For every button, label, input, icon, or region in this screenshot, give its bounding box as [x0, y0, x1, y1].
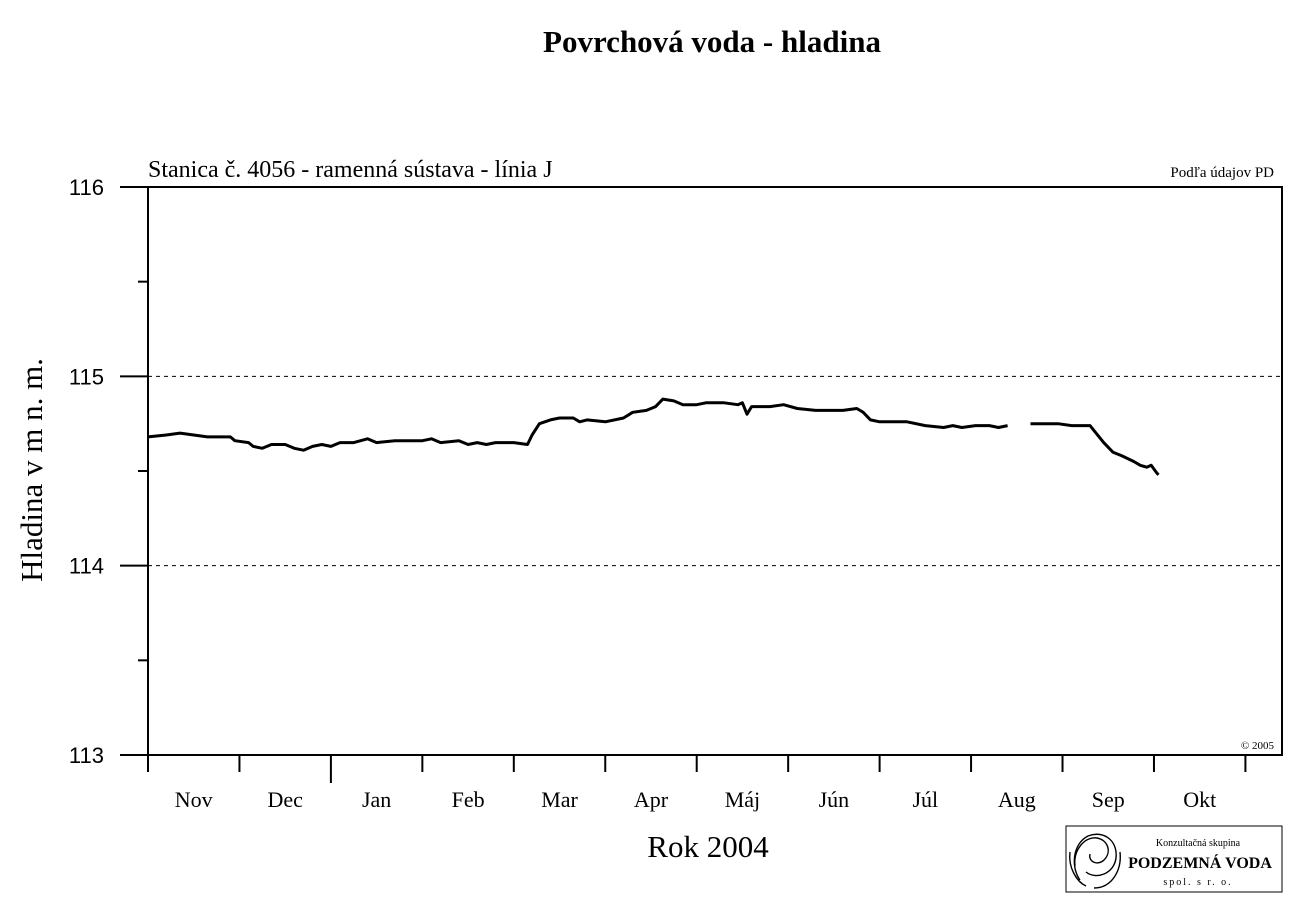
logo-spiral-icon — [1069, 833, 1121, 889]
plot-frame — [147, 186, 1283, 756]
x-tick-label: Dec — [267, 787, 303, 812]
y-tick-label: 116 — [69, 175, 104, 200]
x-tick-label: Apr — [634, 787, 669, 812]
x-tick-label: Feb — [452, 787, 485, 812]
y-tick-label: 115 — [69, 364, 104, 389]
x-tick-label: Mar — [541, 787, 578, 812]
x-tick-label: Júl — [912, 787, 938, 812]
x-tick-label: Jún — [819, 787, 850, 812]
copyright: © 2005 — [1241, 740, 1275, 752]
y-tick-label: 113 — [69, 743, 104, 768]
chart-subtitle: Stanica č. 4056 - ramenná sústava - líni… — [148, 157, 553, 183]
water-level-line — [1030, 422, 1160, 476]
x-tick-label: Sep — [1092, 787, 1125, 812]
source-note: Podľa údajov PD — [1170, 165, 1274, 181]
gridlines — [148, 375, 1282, 567]
logo-line-1: Konzultačná skupina — [1156, 838, 1241, 849]
series-line — [147, 397, 1160, 476]
chart-title: Povrchová voda - hladina — [543, 24, 881, 59]
y-axis-label: Hladina v m n. m. — [14, 358, 49, 582]
x-tick-label: Okt — [1183, 787, 1216, 812]
logo-line-3: spol. s r. o. — [1163, 877, 1232, 888]
x-tick-label: Jan — [362, 787, 391, 812]
x-axis: Nov Dec Jan Feb Mar Apr Máj Jún Júl Aug Sep Okt — [147, 755, 1247, 812]
x-axis-label: Rok 2004 — [647, 829, 769, 864]
y-axis: 113 114 115 116 — [69, 175, 148, 768]
logo-box — [1065, 825, 1283, 893]
x-tick-label: Aug — [998, 787, 1036, 812]
company-logo: Konzultačná skupina PODZEMNÁ VODA spol. … — [1065, 825, 1283, 893]
logo-line-2: PODZEMNÁ VODA — [1128, 853, 1272, 872]
x-tick-label: Máj — [725, 787, 760, 812]
x-tick-label: Nov — [175, 787, 213, 812]
y-tick-label: 114 — [69, 554, 104, 579]
water-level-line — [147, 397, 1008, 452]
